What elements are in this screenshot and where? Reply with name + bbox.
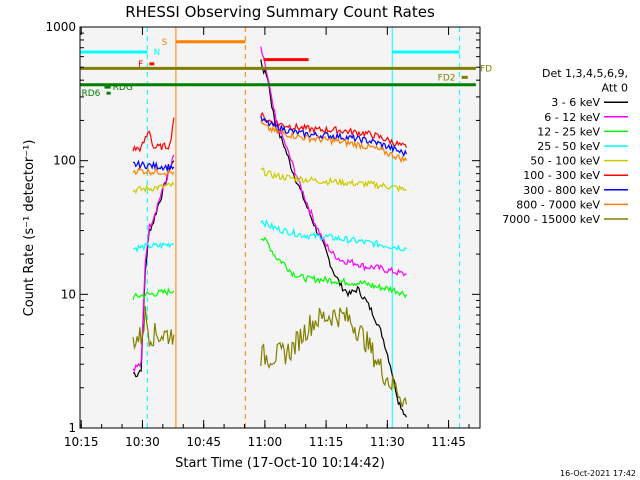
- x-tick-label-0: 10:15: [64, 435, 99, 449]
- series-group: [132, 46, 408, 418]
- legend-label-6: 300 - 800 keV: [523, 184, 600, 197]
- flag-label-fd: FD: [480, 64, 492, 74]
- legend: Det 1,3,4,5,6,9, Att 03 - 6 keV 6 - 12 keV…: [502, 67, 628, 226]
- y-axis-label: Count Rate (s⁻¹ detector⁻¹): [22, 140, 37, 317]
- x-tick-label-4: 11:15: [309, 435, 344, 449]
- series-3-6-keV-segment-1: [260, 59, 408, 418]
- series-7000-15000-keV-segment-0: [132, 306, 175, 351]
- legend-header-0: Det 1,3,4,5,6,9,: [542, 67, 628, 80]
- x-tick-label-2: 10:45: [186, 435, 221, 449]
- series-300-800-keV-segment-0: [132, 159, 175, 173]
- series-800-7000-keV-segment-0: [132, 166, 175, 176]
- y-tick-label-3: 1000: [45, 20, 76, 34]
- series-800-7000-keV-segment-1: [260, 120, 408, 164]
- legend-label-2: 12 - 25 keV: [537, 125, 600, 138]
- plot-area: [80, 27, 480, 428]
- legend-label-0: 3 - 6 keV: [551, 96, 600, 109]
- series-300-800-keV-segment-1: [260, 115, 408, 158]
- plot-frame: [79, 26, 481, 429]
- series-50-100-keV-segment-1: [260, 167, 407, 193]
- x-tick-label-1: 10:30: [125, 435, 160, 449]
- series-50-100-keV-segment-0: [132, 181, 175, 195]
- series-12-25-keV-segment-0: [132, 287, 175, 300]
- legend-label-7: 800 - 7000 keV: [516, 198, 600, 211]
- x-axis-ticks: 10:15 10:30 10:45 11:00 11:15 11:30 11:45: [64, 27, 470, 449]
- y-tick-label-0: 1: [68, 421, 76, 435]
- legend-label-5: 100 - 300 keV: [523, 169, 600, 182]
- series-7000-15000-keV-segment-1: [260, 307, 408, 408]
- chart-title: RHESSI Observing Summary Count Rates: [125, 3, 435, 21]
- y-tick-label-2: 100: [53, 154, 76, 168]
- x-axis-label: Start Time (17-Oct-10 10:14:42): [175, 456, 385, 471]
- series-6-12-keV-segment-1: [260, 46, 407, 277]
- series-100-300-keV-segment-1: [260, 111, 408, 148]
- x-tick-label-3: 11:00: [248, 435, 283, 449]
- flag-label-s: S: [162, 38, 168, 48]
- flag-label-fd2: FD2: [438, 73, 456, 83]
- legend-label-1: 6 - 12 keV: [544, 111, 600, 124]
- legend-header-1: Att 0: [602, 82, 628, 95]
- flag-label-f: F: [138, 60, 143, 70]
- y-tick-label-1: 10: [61, 287, 76, 301]
- series-25-50-keV-segment-0: [133, 241, 175, 254]
- series-12-25-keV-segment-1: [260, 236, 408, 299]
- x-tick-label-6: 11:45: [431, 435, 466, 449]
- x-tick-label-5: 11:30: [370, 435, 405, 449]
- flag-label-rd6: RD6: [81, 89, 100, 99]
- legend-label-8: 7000 - 15000 keV: [502, 213, 600, 226]
- series-6-12-keV-segment-0: [132, 154, 175, 373]
- series-25-50-keV-segment-1: [260, 218, 407, 252]
- footer-timestamp: 16-Oct-2021 17:42: [560, 469, 636, 478]
- legend-label-3: 25 - 50 keV: [537, 140, 600, 153]
- flag-label-rdg: RDG: [113, 83, 133, 93]
- flag-label-n: N: [153, 48, 160, 58]
- series-100-300-keV-segment-0: [132, 117, 175, 153]
- flag-bars: NS F FD FD2 RDG RD6: [80, 38, 492, 99]
- y-axis-ticks: 1 10 100 1000: [45, 20, 480, 435]
- legend-label-4: 50 - 100 keV: [530, 155, 600, 168]
